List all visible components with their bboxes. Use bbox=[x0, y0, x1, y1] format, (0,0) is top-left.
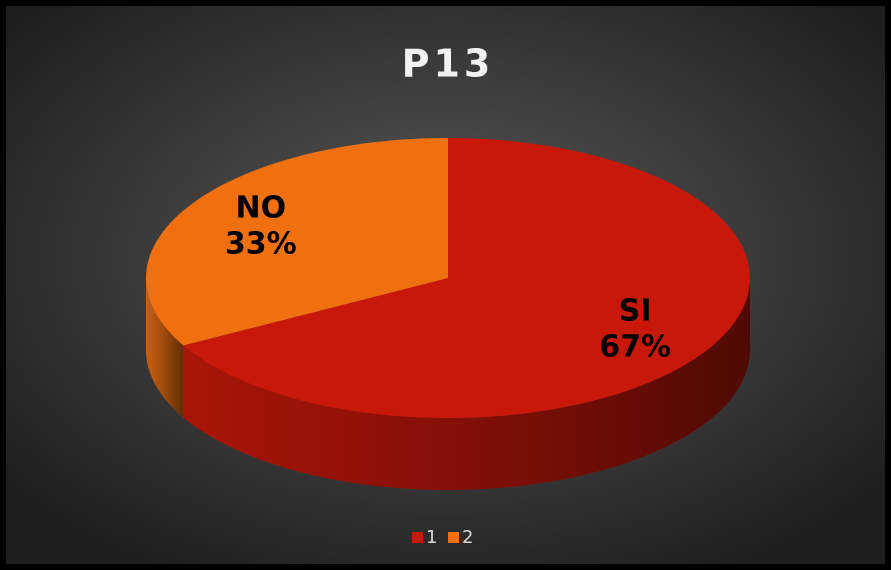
chart-title: P13 bbox=[402, 42, 495, 86]
data-label-value: 67% bbox=[599, 329, 671, 364]
data-label-value: 33% bbox=[225, 226, 297, 261]
data-label: SI 67% bbox=[599, 293, 671, 364]
legend-swatch bbox=[412, 532, 423, 543]
legend-label: 2 bbox=[462, 527, 473, 548]
legend-label: 1 bbox=[426, 527, 437, 548]
pie-slice bbox=[183, 138, 751, 418]
pie-side-shade bbox=[183, 278, 751, 490]
data-label-category: SI bbox=[619, 293, 652, 328]
pie-slice bbox=[145, 137, 449, 346]
data-label: NO 33% bbox=[225, 190, 297, 261]
data-label-category: NO bbox=[236, 190, 287, 225]
pie-side-shade bbox=[146, 278, 184, 418]
legend-swatch bbox=[448, 532, 459, 543]
